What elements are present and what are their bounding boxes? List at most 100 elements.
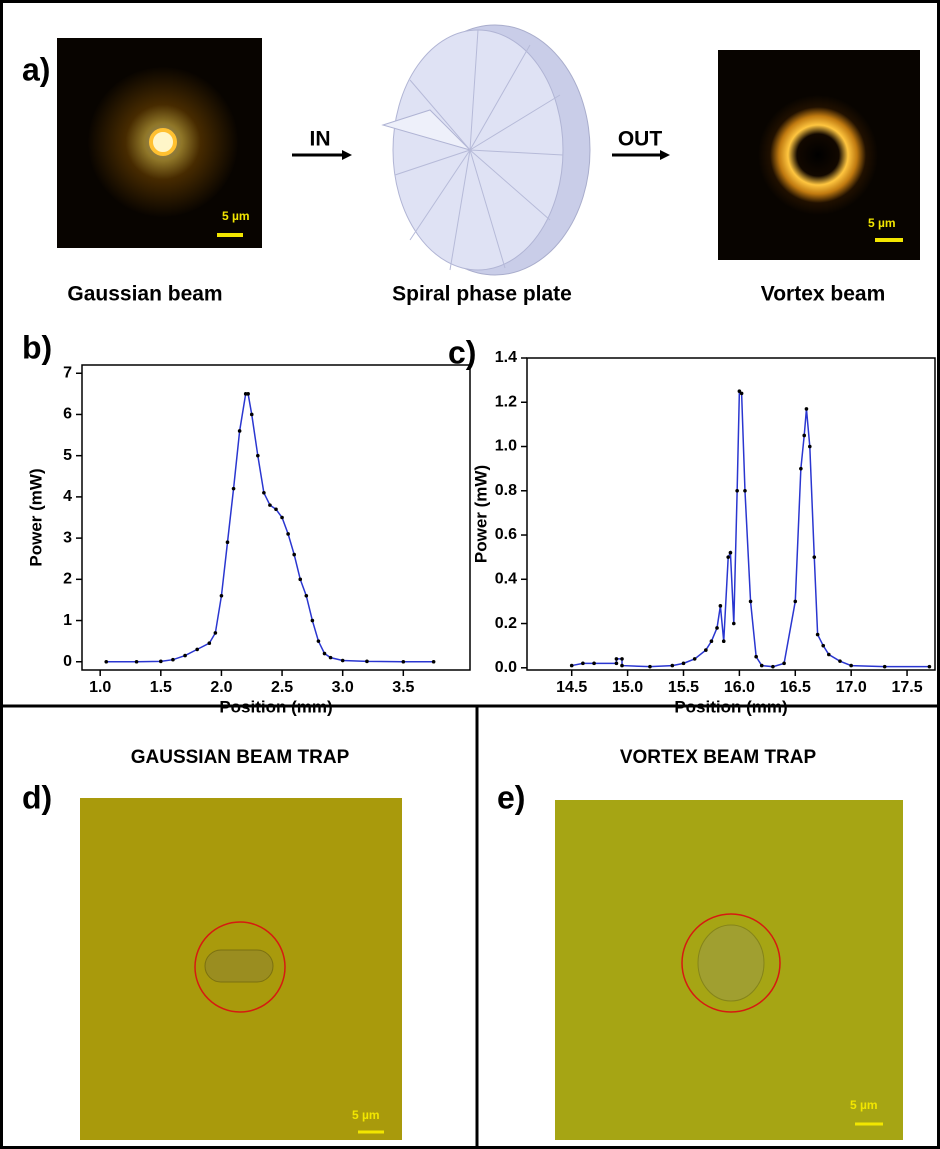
data-point (799, 466, 803, 471)
y-tick-label: 1.4 (495, 349, 517, 366)
vortex-ring (758, 95, 878, 215)
x-tick-label: 2.5 (271, 679, 293, 696)
trap-circle (681, 913, 781, 1013)
data-point (804, 407, 809, 411)
data-point (731, 621, 736, 626)
data-point (195, 647, 199, 652)
data-point (134, 659, 139, 664)
data-point (670, 663, 675, 668)
panel-label: e) (497, 779, 525, 815)
x-tick-label: 2.0 (210, 679, 232, 696)
data-point (280, 515, 284, 520)
data-point (286, 532, 290, 536)
y-axis-label: Power (mW) (26, 468, 45, 566)
x-tick-label: 15.5 (668, 679, 699, 696)
data-line (106, 393, 434, 663)
data-point (648, 664, 652, 669)
data-point (274, 507, 278, 512)
y-axis-label: Power (mW) (471, 465, 490, 563)
x-tick-label: 17.0 (836, 679, 867, 696)
data-point (735, 488, 739, 493)
data-point (322, 651, 327, 656)
data-point (262, 490, 266, 495)
x-tick-label: 1.5 (150, 679, 172, 696)
data-point (838, 659, 842, 663)
arrow-label: OUT (618, 128, 663, 151)
data-point (759, 663, 764, 668)
data-point (365, 659, 369, 664)
data-point (726, 555, 731, 559)
data-point (771, 664, 775, 669)
x-tick-label: 1.0 (89, 679, 111, 696)
gaussian-spot (149, 128, 177, 156)
data-point (718, 604, 723, 608)
panel-title: VORTEX BEAM TRAP (620, 747, 817, 768)
y-tick-label: 6 (63, 406, 72, 423)
plot-frame (81, 364, 471, 671)
x-tick-label: 3.5 (392, 679, 414, 696)
x-tick-label: 15.0 (612, 679, 643, 696)
y-tick-label: 0 (63, 653, 72, 670)
caption: Gaussian beam (67, 283, 222, 306)
arrow-label: IN (310, 128, 331, 151)
data-point (815, 632, 820, 637)
data-point (256, 453, 260, 458)
data-point (581, 661, 585, 666)
data-point (737, 389, 742, 393)
x-axis-label: Position (mm) (674, 697, 787, 716)
y-tick-label: 1 (63, 612, 72, 629)
data-point (569, 663, 574, 668)
y-tick-label: 0.6 (495, 526, 517, 543)
data-point (802, 433, 807, 438)
y-tick-label: 0.2 (495, 615, 517, 632)
x-tick-label: 3.0 (332, 679, 354, 696)
data-point (207, 641, 212, 646)
scale-label: 5 µm (850, 1098, 878, 1112)
data-point (249, 412, 254, 417)
panel-label: b) (22, 329, 52, 365)
particle (697, 924, 765, 1002)
data-point (310, 618, 315, 623)
arrow-head (660, 150, 670, 160)
y-tick-label: 0.0 (495, 659, 517, 676)
data-point (681, 661, 686, 666)
panel-label: a) (22, 51, 50, 87)
x-tick-label: 17.5 (891, 679, 922, 696)
panel-title: GAUSSIAN BEAM TRAP (131, 747, 350, 768)
y-tick-label: 1.2 (495, 393, 517, 410)
x-tick-label: 16.0 (724, 679, 755, 696)
data-point (292, 552, 296, 557)
y-tick-label: 0.4 (495, 570, 517, 587)
data-point (827, 652, 831, 657)
data-point (213, 631, 218, 635)
y-tick-label: 4 (63, 488, 72, 505)
data-point (812, 555, 817, 559)
scale-label: 5 µm (222, 209, 250, 223)
data-point (882, 664, 887, 669)
data-point (692, 657, 697, 661)
particle (204, 949, 274, 983)
data-point (171, 657, 175, 662)
data-point (104, 659, 109, 664)
data-point (614, 657, 619, 661)
data-point (709, 639, 714, 644)
data-point (231, 486, 236, 491)
data-point (927, 664, 932, 669)
data-point (739, 391, 744, 396)
data-point (821, 643, 826, 648)
caption: Vortex beam (761, 283, 886, 306)
x-tick-label: 14.5 (556, 679, 587, 696)
data-point (849, 663, 853, 668)
data-point (268, 503, 272, 507)
plot-frame (526, 357, 936, 671)
data-point (225, 540, 230, 545)
data-point (298, 577, 303, 582)
y-tick-label: 2 (63, 571, 72, 588)
data-point (728, 550, 733, 555)
trap-circle (194, 921, 286, 1013)
panel-label: d) (22, 779, 52, 815)
data-point (340, 658, 345, 663)
data-point (431, 659, 436, 664)
